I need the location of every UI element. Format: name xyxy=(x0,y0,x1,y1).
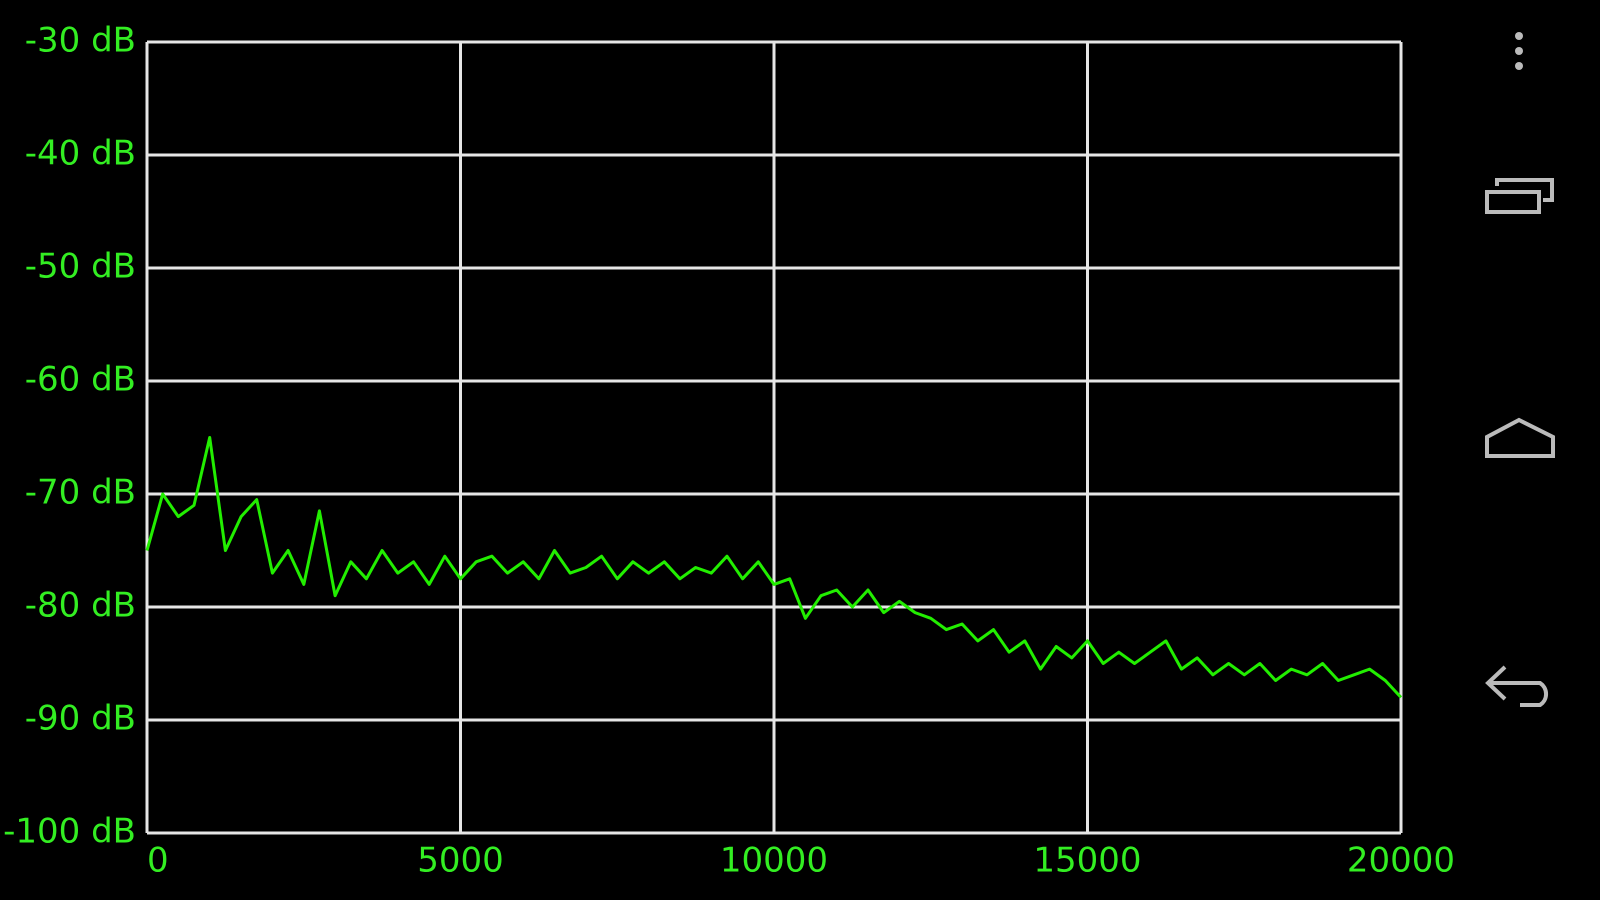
nav-bar xyxy=(1485,32,1555,707)
y-tick-label: -80 dB xyxy=(25,586,136,626)
menu-button[interactable] xyxy=(1515,32,1523,70)
y-tick-label: -30 dB xyxy=(25,21,136,61)
menu-dot xyxy=(1515,47,1523,55)
x-tick-label: 10000 xyxy=(720,841,828,881)
x-tick-label: 0 xyxy=(147,841,169,881)
menu-dot xyxy=(1515,62,1523,70)
home-button[interactable] xyxy=(1485,417,1555,458)
y-tick-label: -40 dB xyxy=(25,134,136,174)
y-tick-label: -60 dB xyxy=(25,360,136,400)
spectrum-line xyxy=(145,436,1403,699)
menu-dot xyxy=(1515,32,1523,40)
y-tick-label: -50 dB xyxy=(25,247,136,287)
y-tick-label: -70 dB xyxy=(25,473,136,513)
x-tick-label: 5000 xyxy=(417,841,504,881)
recents-icon xyxy=(1485,190,1541,214)
y-tick-label: -90 dB xyxy=(25,699,136,739)
back-button[interactable] xyxy=(1485,665,1548,707)
recents-button[interactable] xyxy=(1485,178,1554,214)
x-tick-label: 15000 xyxy=(1033,841,1141,881)
y-tick-label: -100 dB xyxy=(3,812,136,852)
x-tick-label: 20000 xyxy=(1347,841,1455,881)
recents-icon xyxy=(1495,178,1554,202)
